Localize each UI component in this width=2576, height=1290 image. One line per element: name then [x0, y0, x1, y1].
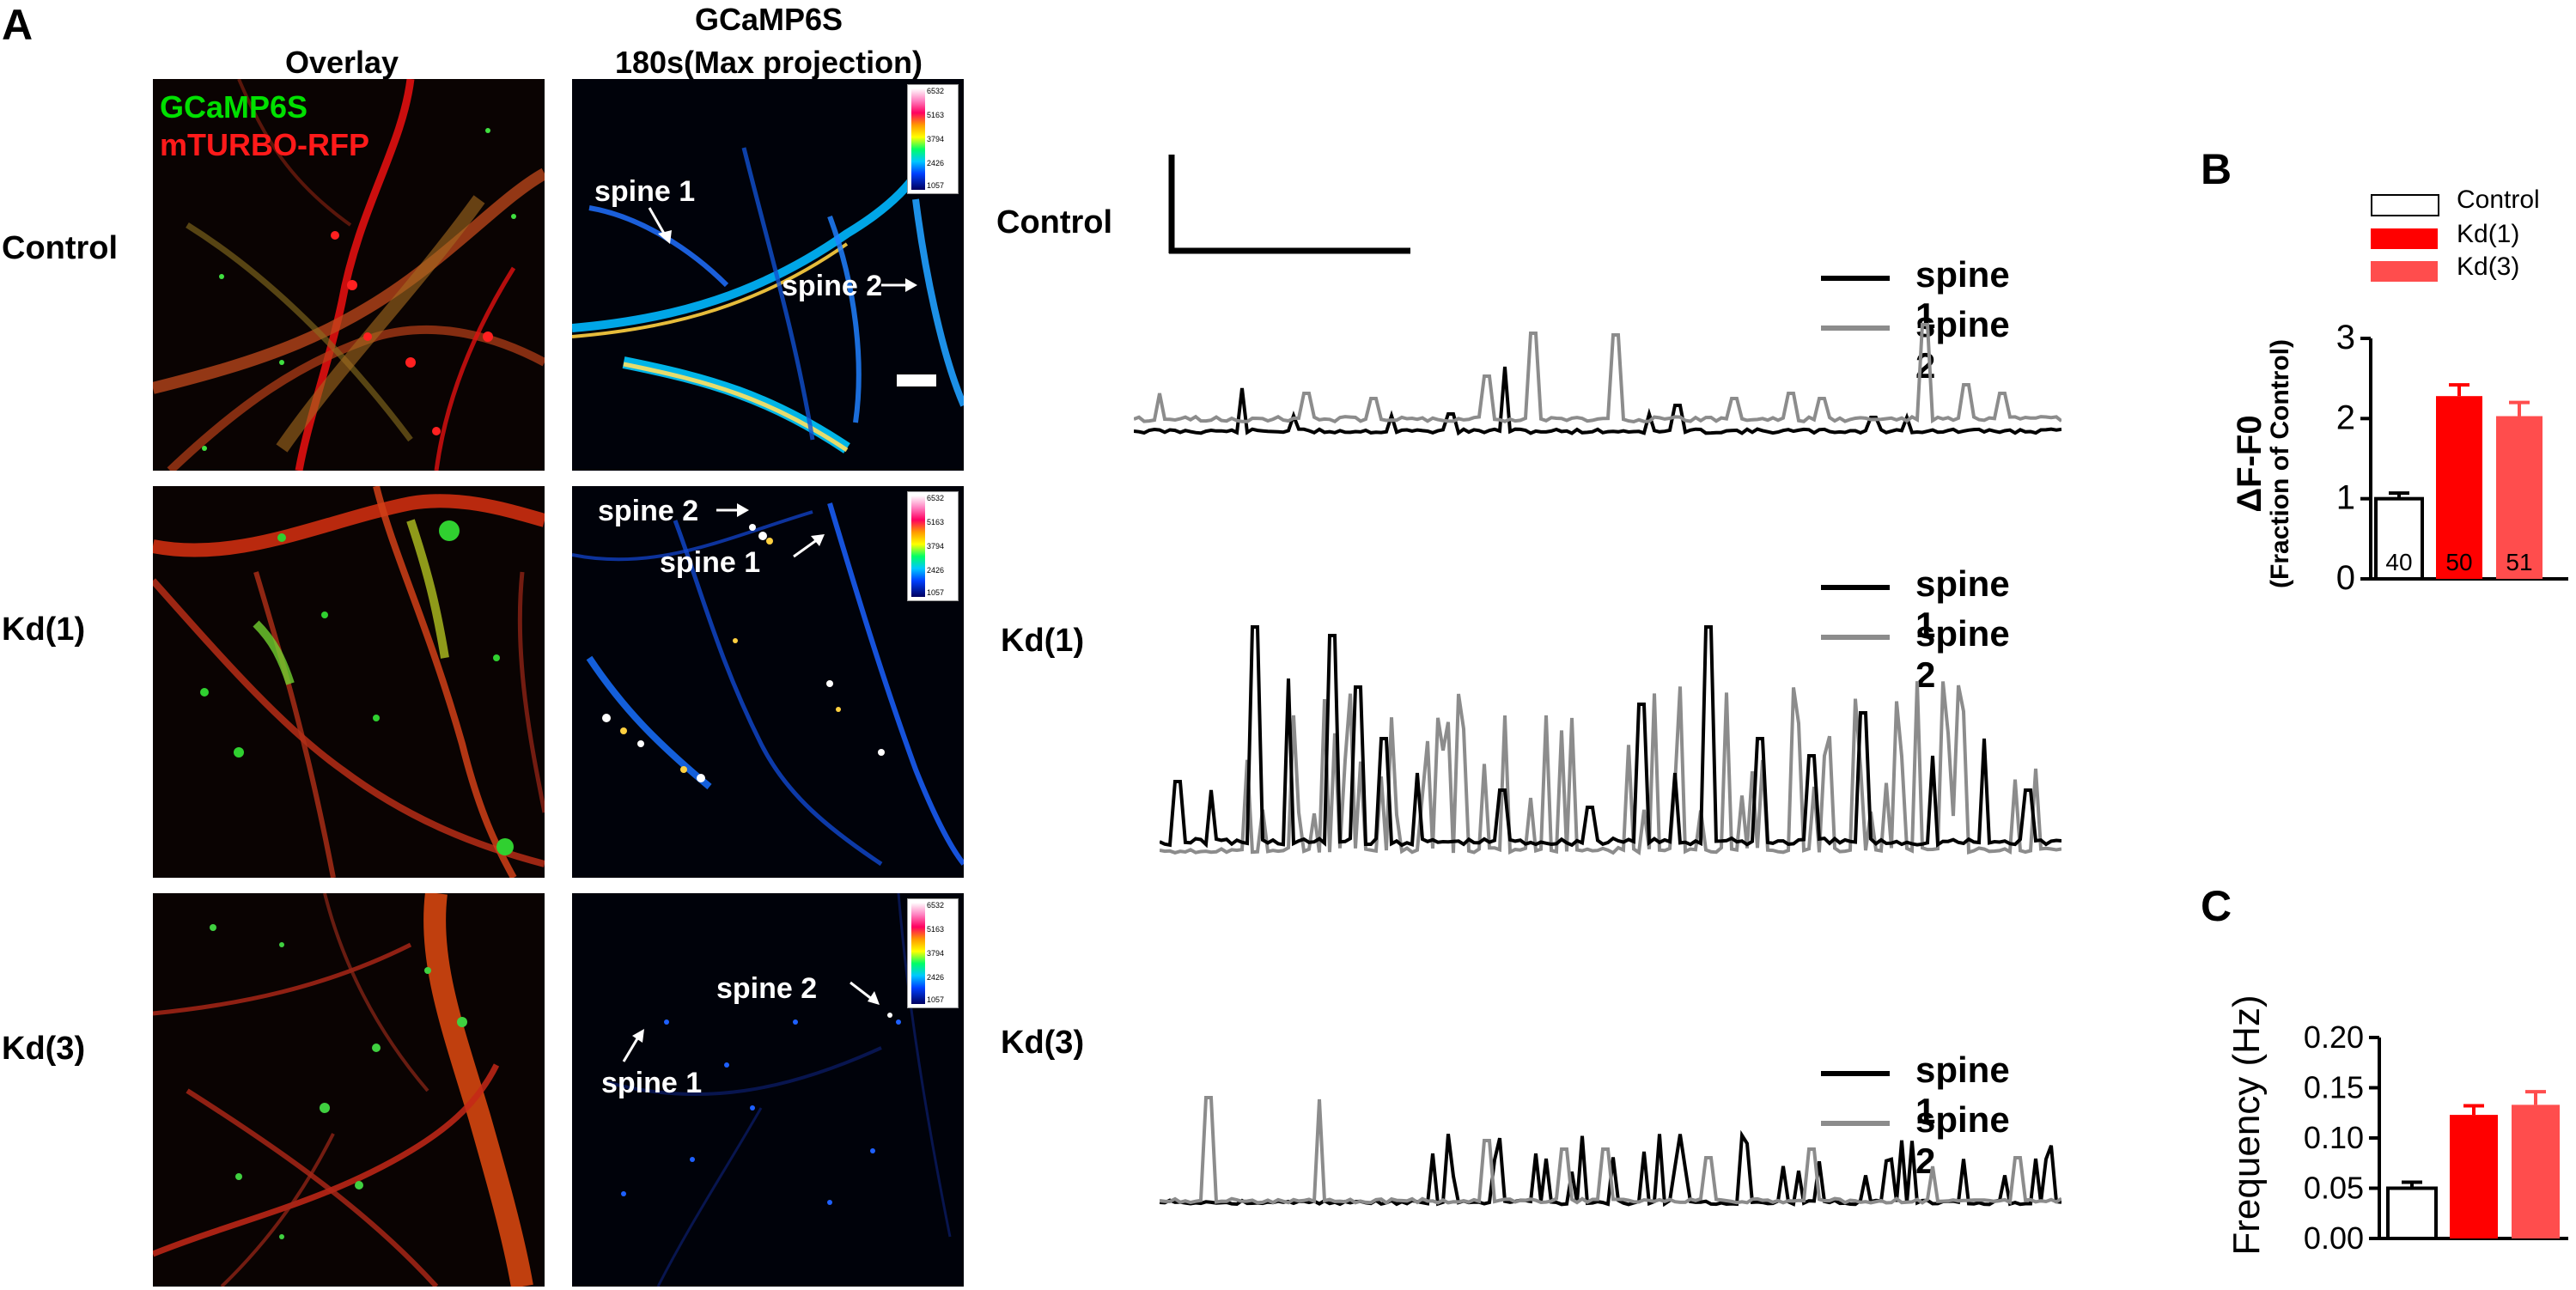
legend-panel-b: Control Kd(1) Kd(3): [2371, 186, 2576, 292]
arrow-icon: [622, 981, 880, 1062]
colorbar-tick: 5163: [927, 925, 945, 934]
bar-kd3: [2496, 416, 2543, 579]
n-label: 40: [2385, 549, 2412, 575]
colorbar: 6532 5163 3794 2426 1057: [907, 84, 959, 194]
colorbar-tick: 6532: [927, 494, 945, 502]
y-tick-label: 3: [2336, 319, 2355, 356]
legend-gcamp6s: GCaMP6S: [160, 89, 308, 125]
legend-mturbo-rfp: mTURBO-RFP: [160, 127, 369, 162]
legend-swatches: [1821, 585, 1890, 640]
trace-kd1: [1160, 625, 2061, 855]
legend-swatches: [1821, 1071, 1890, 1126]
column-header-overlay: Overlay: [284, 45, 399, 80]
arrow-icon: [648, 207, 917, 292]
dendrite-drawing: [153, 79, 545, 471]
legend-swatch-kd3: [2371, 261, 2438, 282]
legend-swatch-kd1: [2371, 228, 2438, 249]
scale-bar: [1168, 155, 1410, 254]
y-tick-label: 0.10: [2304, 1120, 2364, 1155]
colorbar-tick: 3794: [927, 542, 945, 551]
y-axis-label: ΔF-F0: [2231, 415, 2268, 512]
colorbar-tick: 1057: [927, 995, 945, 1004]
overlay-image-control: GCaMP6S mTURBO-RFP: [153, 79, 545, 471]
y-axis-sublabel: (Fraction of Control): [2266, 339, 2294, 588]
arrow-icon: [716, 503, 825, 558]
y-tick-label: 2: [2336, 399, 2355, 436]
colorbar: 6532 5163 3794 2426 1057: [907, 491, 959, 601]
trace-kd3: [1160, 1096, 2061, 1208]
dendrite-drawing: [606, 893, 952, 1287]
colorbar-tick: 6532: [927, 901, 945, 910]
spine-label: spine 2: [716, 972, 818, 1005]
colorbar-tick: 3794: [927, 135, 945, 143]
trace-label-kd3: Kd(3): [1001, 1025, 1085, 1061]
legend-spine-1: spine 1: [1915, 563, 2010, 645]
colorbar-tick: 1057: [927, 588, 945, 597]
y-tick-label: 0.00: [2304, 1220, 2364, 1256]
chart-b: 0 1 2 3 40 50 51 ΔF-F0 (Fraction of Control): [2231, 319, 2568, 597]
spine-label: spine 2: [598, 495, 699, 527]
trace-label-control: Control: [996, 204, 1113, 240]
y-tick-label: 1: [2336, 479, 2355, 517]
overlay-image-kd1: [153, 486, 545, 878]
colorbar-tick: 1057: [927, 181, 945, 190]
row-label-kd3: Kd(3): [2, 1031, 86, 1067]
bar-kd1: [2436, 396, 2482, 579]
gcamp-image-kd1: 6532 5163 3794 2426 1057 spine 2 spine 1: [572, 486, 964, 878]
bar-kd3: [2512, 1104, 2560, 1238]
legend-spine-1: spine 1: [1915, 254, 2010, 336]
row-label-kd1: Kd(1): [2, 612, 86, 648]
spine-label: spine 1: [660, 546, 761, 579]
dendrite-drawing: [153, 486, 545, 878]
row-label-control: Control: [2, 230, 119, 266]
column-header-max-projection: 180s(Max projection): [614, 45, 923, 80]
colorbar-tick: 5163: [927, 111, 945, 119]
legend-label-control: Control: [2457, 186, 2540, 214]
legend-label-kd3: Kd(3): [2457, 253, 2520, 281]
y-tick-label: 0.05: [2304, 1171, 2364, 1206]
panel-label-c: C: [2201, 882, 2232, 930]
legend-swatches: [1821, 276, 1890, 331]
n-label: 50: [2445, 549, 2472, 575]
dendrite-drawing: [572, 502, 964, 867]
legend-spine-2: spine 2: [1915, 613, 2010, 695]
panel-label-b: B: [2201, 145, 2232, 193]
gcamp-image-control: 6532 5163 3794 2426 1057 spine 1 spine 2: [572, 79, 964, 471]
spine-label: spine 1: [594, 175, 696, 208]
bar-control: [2374, 496, 2424, 581]
colorbar-tick: 2426: [927, 566, 945, 575]
colorbar-tick: 6532: [927, 87, 945, 95]
panel-label-a: A: [2, 1, 33, 49]
n-label: 51: [2506, 549, 2532, 575]
legend-swatch-control: [2371, 194, 2439, 216]
y-tick-label: 0.15: [2304, 1070, 2364, 1105]
spine-label: spine 1: [601, 1067, 703, 1099]
spine-label: spine 2: [782, 270, 883, 302]
colorbar-tick: 3794: [927, 949, 945, 958]
legend-spine-1: spine 1: [1915, 1050, 2010, 1131]
dendrite-drawing: [153, 893, 533, 1287]
overlay-image-kd3: [153, 893, 545, 1287]
trace-control: [1134, 323, 2061, 436]
bar-kd1: [2450, 1115, 2498, 1238]
y-tick-label: 0.20: [2304, 1019, 2364, 1055]
colorbar-tick: 5163: [927, 518, 945, 526]
y-axis-label: Frequency (Hz): [2226, 995, 2268, 1255]
column-header-gcamp: GCaMP6S: [694, 2, 843, 37]
y-tick-label: 0: [2336, 559, 2355, 597]
trace-label-kd1: Kd(1): [1001, 623, 1085, 659]
chart-c: 0.00 0.05 0.10 0.15 0.20 Frequency (Hz): [2226, 995, 2568, 1256]
bar-control: [2386, 1186, 2438, 1240]
legend-label-kd1: Kd(1): [2457, 220, 2520, 248]
colorbar: 6532 5163 3794 2426 1057: [907, 898, 959, 1008]
gcamp-image-kd3: 6532 5163 3794 2426 1057 spine 2 spine 1: [572, 893, 964, 1287]
colorbar-tick: 2426: [927, 973, 945, 982]
colorbar-tick: 2426: [927, 159, 945, 167]
